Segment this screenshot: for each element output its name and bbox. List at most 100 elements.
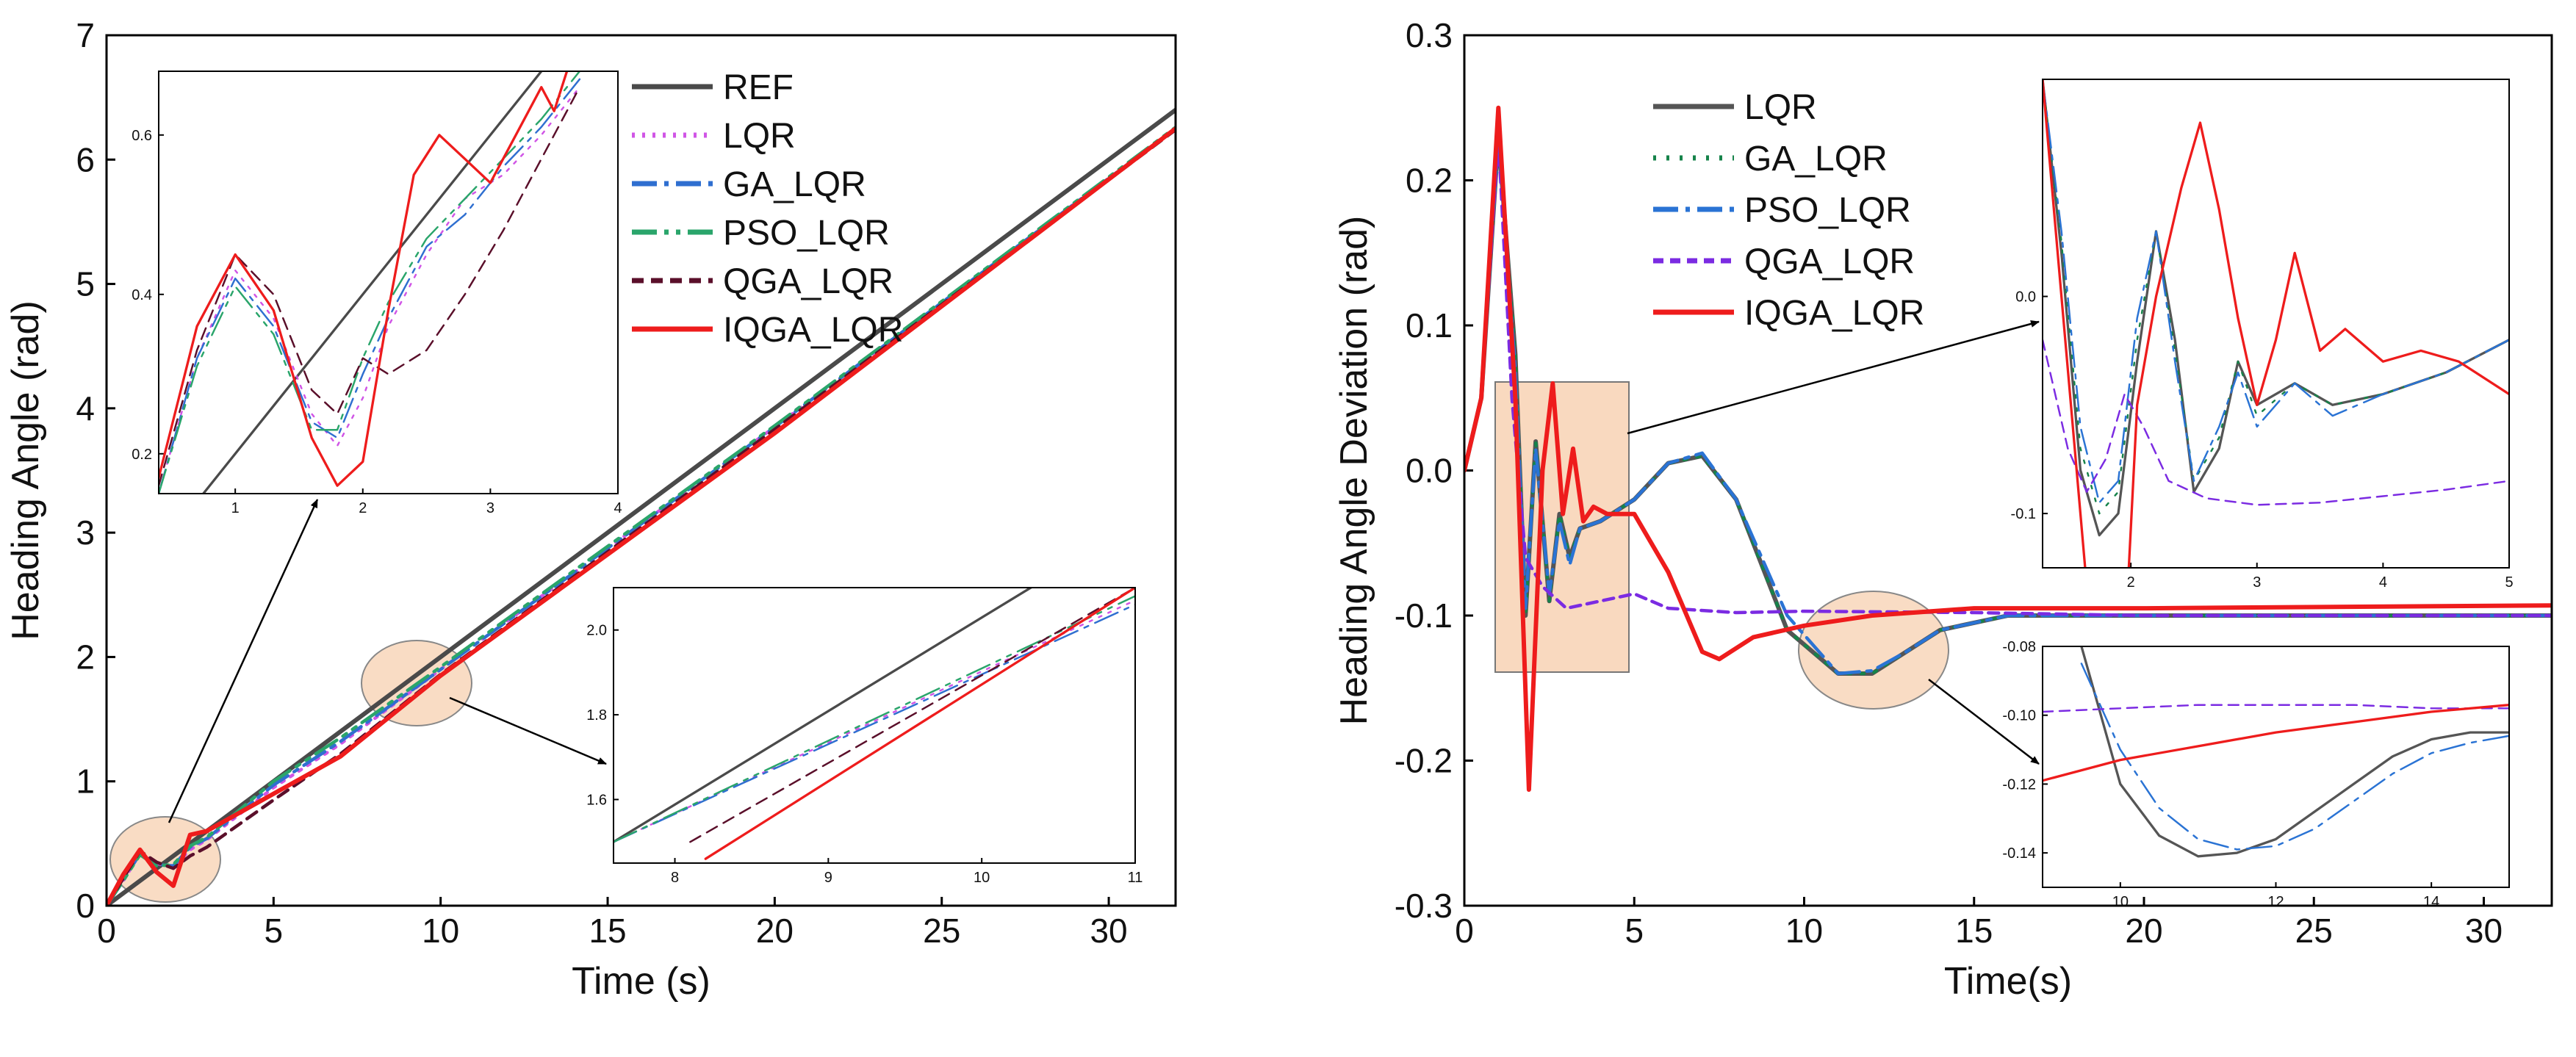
inset1-xtick-label: 4 (614, 500, 622, 516)
inset2-line-ref (614, 588, 1034, 843)
right-ytick-label: 0.0 (1406, 452, 1453, 490)
inset1-line-iqga-lqr (159, 71, 569, 487)
inset1-series-group (159, 71, 581, 494)
right-ytick-label: 0.3 (1406, 16, 1453, 54)
left-frame-top (105, 34, 1177, 907)
inset1-ytick-label: 0.4 (132, 287, 152, 303)
left-xtick-label: 30 (1090, 912, 1127, 950)
left-series-group (107, 107, 1176, 906)
right-xtick-label: 10 (1785, 912, 1823, 950)
inset3: 2 3 4 5 -0.1 0.0 (2011, 79, 2514, 591)
left-xtick-label: 20 (756, 912, 794, 950)
left-legend-label: QGA_LQR (723, 262, 893, 301)
inset2-frame (613, 587, 1136, 864)
inset4-line-pso-lqr (2080, 663, 2509, 851)
left-xtick-label: 25 (923, 912, 960, 950)
right-zoom-arrow (1627, 320, 2040, 435)
inset3-line-qga-lqr (2043, 339, 2509, 506)
left-xtick-label: 15 (589, 912, 626, 950)
right-xtick-label: 30 (2465, 912, 2503, 950)
inset4-line-lqr (2080, 646, 2509, 858)
inset2-frame-top (613, 587, 1136, 864)
inset2-line-iqga-lqr (704, 588, 1135, 860)
right-zoom-ellipse (1798, 591, 1949, 710)
right-y-axis-title: Heading Angle Deviation (rad) (1333, 216, 1375, 726)
left-line-iqga-lqr (107, 126, 1176, 906)
inset4-ytick-label: -0.10 (2002, 708, 2036, 724)
left-line-lqr (107, 126, 1176, 906)
left-xtick-label: 10 (422, 912, 459, 950)
right-line-iqga-lqr (1464, 105, 2552, 792)
right-xtick-label: 15 (1955, 912, 1993, 950)
left-xtick-label: 5 (265, 912, 284, 950)
left-ytick-label: 6 (76, 140, 95, 178)
right-legend-label: PSO_LQR (1744, 191, 1911, 230)
left-ytick-label: 2 (76, 638, 95, 676)
right-xtick-label: 0 (1455, 912, 1474, 950)
right-frame-top (1463, 34, 2553, 907)
inset3-xtick-label: 2 (2127, 574, 2135, 591)
left-line-pso-lqr (107, 126, 1176, 906)
inset4-xtick-label: 14 (2423, 894, 2439, 910)
inset4-ytick-label: -0.08 (2002, 639, 2036, 655)
left-ytick-label: 4 (76, 389, 95, 428)
right-ytick-label: -0.3 (1395, 887, 1453, 925)
left-legend: REF LQR GA_LQR PSO_LQR QGA_LQR IQGA_LQR (632, 68, 903, 350)
left-y-axis-title: Heading Angle (rad) (4, 300, 47, 641)
right-zoom-arrow (1928, 679, 2040, 765)
inset3-xtick-label: 4 (2379, 574, 2387, 591)
left-legend-label: LQR (723, 117, 796, 156)
left-legend-label: GA_LQR (723, 165, 866, 204)
inset2-ytick-label: 2.0 (586, 623, 607, 639)
inset2-xtick-label: 10 (974, 870, 990, 886)
inset4: 10 12 14 -0.14 -0.12 -0.10 -0.08 (2002, 639, 2510, 910)
right-chart: 0 5 10 15 20 25 30-0.3-0.2-0.10.00.10.20.3Time… (1333, 16, 2553, 1003)
inset2: 8 9 10 11 1.6 1.8 2.0 (586, 587, 1143, 886)
right-legend-label: LQR (1744, 88, 1817, 127)
left-ytick-label: 7 (76, 16, 95, 54)
inset3-xtick-label: 5 (2505, 574, 2513, 591)
right-line-qga-lqr (1464, 135, 2552, 618)
right-ytick-label: 0.1 (1406, 306, 1453, 344)
inset4-series-group (2043, 646, 2509, 858)
left-zoom-arrow (449, 696, 607, 765)
inset4-line-iqga-lqr (2043, 704, 2509, 782)
right-x-axis-title: Time(s) (1944, 960, 2072, 1003)
inset3-frame-top (2042, 79, 2510, 569)
inset1-frame (158, 71, 619, 494)
inset3-line-pso-lqr (2043, 79, 2509, 504)
left-legend-label: REF (723, 68, 794, 107)
right-xtick-label: 20 (2125, 912, 2162, 950)
inset1-line-qga-lqr (159, 86, 581, 487)
inset4-line-qga-lqr (2043, 704, 2509, 713)
inset3-ytick-label: 0.0 (2015, 289, 2036, 306)
right-series-group (1464, 105, 2552, 792)
right-legend-label: QGA_LQR (1744, 242, 1915, 281)
left-zoom-arrow (168, 499, 319, 823)
left-xtick-label: 0 (97, 912, 116, 950)
inset4-ytick-label: -0.12 (2002, 776, 2036, 793)
inset4-frame (2042, 646, 2510, 888)
left-x-axis-title: Time (s) (572, 960, 710, 1003)
inset1-frame-top (158, 71, 619, 494)
inset2-series-group (614, 588, 1135, 860)
inset1: 1 2 3 4 0.2 0.4 0.6 (132, 71, 622, 516)
inset2-line-qga-lqr (689, 588, 1135, 843)
left-legend-label: PSO_LQR (723, 214, 890, 253)
left-ytick-label: 1 (76, 762, 95, 801)
inset1-ytick-label: 0.2 (132, 447, 152, 463)
right-legend-label: IQGA_LQR (1744, 294, 1924, 333)
right-legend-label: GA_LQR (1744, 140, 1888, 178)
inset1-line-ref (201, 71, 543, 494)
right-ytick-label: -0.1 (1395, 596, 1453, 635)
inset3-line-iqga-lqr (2043, 79, 2509, 568)
inset2-ytick-label: 1.8 (586, 707, 607, 724)
inset3-ytick-label: -0.1 (2011, 506, 2036, 522)
inset3-series-group (2043, 79, 2509, 568)
inset4-frame-top (2042, 646, 2510, 888)
inset2-xtick-label: 11 (1128, 870, 1143, 886)
inset3-frame (2042, 79, 2510, 569)
inset4-xtick-label: 12 (2267, 894, 2284, 910)
right-ytick-label: 0.2 (1406, 162, 1453, 200)
